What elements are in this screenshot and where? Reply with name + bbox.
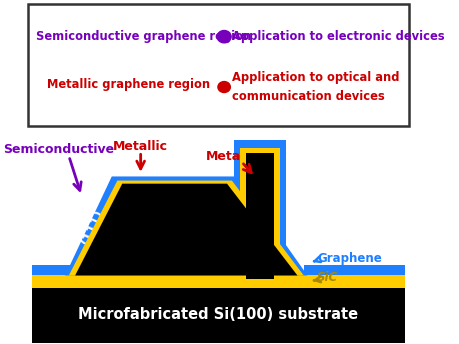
Text: communication devices: communication devices [231, 90, 384, 103]
Text: Metallic: Metallic [206, 150, 261, 163]
Text: Application to optical and: Application to optical and [231, 71, 398, 84]
Circle shape [218, 82, 230, 93]
Bar [32, 265, 76, 276]
Polygon shape [69, 181, 303, 276]
Text: (011): (011) [253, 196, 266, 234]
FancyBboxPatch shape [28, 4, 408, 126]
Polygon shape [65, 176, 307, 276]
Text: Semiconductive: Semiconductive [4, 143, 114, 156]
Bar [32, 289, 404, 343]
Text: (100): (100) [145, 223, 190, 238]
Text: SiC: SiC [317, 271, 338, 284]
Text: Graphene: Graphene [317, 252, 381, 265]
Bar [32, 276, 404, 289]
Bar [303, 265, 404, 276]
Bar [240, 148, 280, 276]
Circle shape [217, 31, 230, 43]
Text: Metallic: Metallic [113, 140, 168, 153]
Text: Metallic graphene region: Metallic graphene region [47, 78, 210, 91]
Bar [234, 140, 285, 276]
Text: Application to electronic devices: Application to electronic devices [231, 30, 443, 43]
Text: (111): (111) [78, 207, 106, 247]
Bar [246, 153, 273, 279]
Text: Microfabricated Si(100) substrate: Microfabricated Si(100) substrate [78, 308, 358, 322]
Polygon shape [75, 184, 297, 276]
Text: Semiconductive graphene region: Semiconductive graphene region [36, 30, 251, 43]
